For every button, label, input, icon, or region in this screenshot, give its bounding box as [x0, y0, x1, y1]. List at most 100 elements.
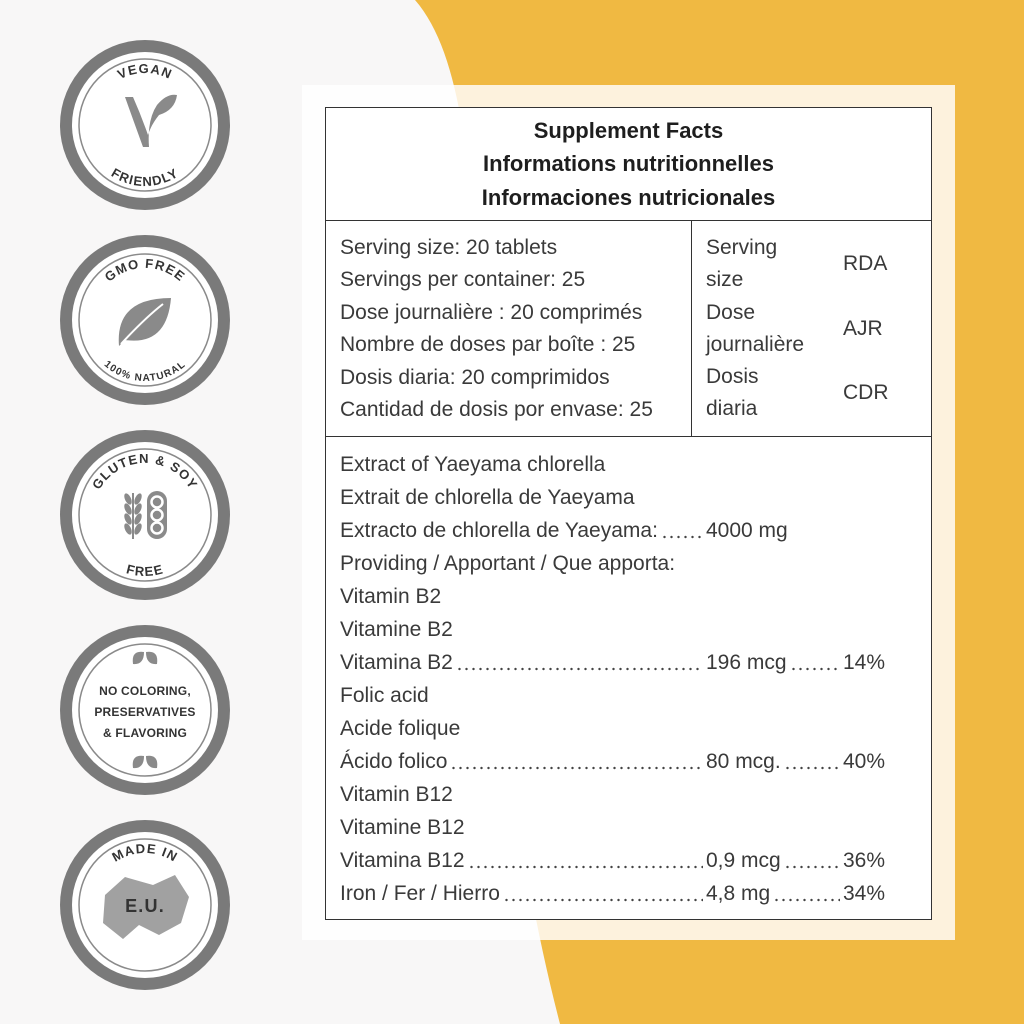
badge-top-text: VEGAN: [115, 61, 175, 82]
amount: 4,8 mg: [706, 882, 771, 905]
leader: [450, 745, 703, 778]
serving-line: Servings per container: 25: [340, 268, 586, 292]
amount: 0,9 mcg: [706, 849, 781, 872]
ingredient-label: Ácido folico: [340, 750, 448, 773]
ingredient-row: Providing / Apportant / Que apporta:: [340, 547, 885, 580]
badge: NO COLORING, PRESERVATIVES & FLAVORING: [60, 625, 230, 795]
label-part: Folic acid: [340, 679, 706, 712]
serving-line: Dose journalière : 20 comprimés: [340, 300, 643, 324]
badge-top-text: MADE IN: [109, 841, 179, 865]
ingredient-label: Extracto de chlorella de Yaeyama:: [340, 519, 658, 542]
divider: [326, 220, 931, 221]
label-part: Iron / Fer / Hierro: [340, 877, 706, 910]
badge-bottom-text: FREE: [125, 561, 164, 579]
column-label: Dosis diaria: [706, 365, 759, 421]
badge-inner-ring: [78, 643, 212, 777]
badge-inner-ring: [78, 448, 212, 582]
wheat-grain: [134, 493, 142, 505]
badge-inner-ring: [78, 253, 212, 387]
badge-line: & FLAVORING: [103, 726, 187, 740]
label-part: Vitamin B12: [340, 778, 706, 811]
small-leaf: [132, 755, 144, 769]
badge-bottom-text: FREE: [125, 561, 165, 579]
amount-part: 0,9 mcg 36%: [706, 844, 885, 877]
wheat-grain: [124, 513, 132, 525]
soy-bean: [150, 495, 164, 509]
ingredient-label: Vitamine B12: [340, 816, 465, 839]
serving-line: Cantidad de dosis por envase: 25: [340, 398, 653, 421]
vegan-icon: [125, 94, 177, 147]
leader: [660, 514, 703, 547]
label-part: Vitamina B12: [340, 844, 706, 877]
badge: MADE IN E.U.: [60, 820, 230, 990]
badge-top-text: MADE IN: [109, 841, 180, 865]
badge-center-text: E.U.: [125, 896, 165, 916]
amount-part: 80 mcg. 40%: [706, 745, 885, 778]
badge-inner-ring: [78, 58, 212, 192]
ingredient-row: Vitamina B2 196 mcg 14%: [340, 646, 885, 679]
serving-line: Dosis diaria: 20 comprimidos: [340, 365, 610, 389]
serving-line: Serving size: 20 tablets: [340, 236, 558, 259]
ingredient-row: Extrait de chlorella de Yaeyama: [340, 481, 885, 514]
label-part: Extract of Yaeyama chlorella: [340, 448, 706, 481]
ingredient-label: Vitamin B12: [340, 783, 453, 806]
serving-line: Nombre de doses par boîte : 25: [340, 333, 636, 357]
wheat-grain: [124, 523, 132, 535]
ingredient-row: Vitamina B12 0,9 mcg 36%: [340, 844, 885, 877]
amount-part: 196 mcg 14%: [706, 646, 885, 679]
ingredient-row: Vitamine B12: [340, 811, 885, 844]
soy-pod: [147, 491, 167, 539]
column-abbr: RDA: [843, 252, 888, 275]
eu-map: [103, 875, 189, 939]
ingredient-row: Vitamin B2: [340, 580, 885, 613]
label-part: Vitamine B2: [340, 613, 706, 646]
ingredient-label: Extrait de chlorella de Yaeyama: [340, 486, 635, 509]
badge-line: NO COLORING,: [99, 684, 191, 698]
wheat-grain: [124, 493, 132, 505]
ingredient-row: Vitamine B2: [340, 613, 885, 646]
leader: [783, 844, 840, 877]
daily-value: 14%: [842, 651, 885, 674]
column-abbr: AJR: [843, 316, 883, 340]
leader: [455, 646, 703, 679]
ingredient-label: Vitamina B2: [340, 651, 453, 674]
ingredient-label: Iron / Fer / Hierro: [340, 882, 500, 905]
badge-line: PRESERVATIVES: [94, 705, 195, 719]
label-part: Vitamina B2: [340, 646, 706, 679]
leaf-vein: [120, 303, 164, 345]
ingredient-row: Ácido folico 80 mcg. 40%: [340, 745, 885, 778]
soy-bean: [150, 521, 164, 535]
small-leaf: [146, 755, 158, 769]
ingredient-label: Vitamina B12: [340, 849, 465, 872]
column-label: Dose journalière: [706, 300, 805, 356]
ingredient-label: Providing / Apportant / Que apporta:: [340, 552, 676, 575]
small-leaf: [146, 651, 158, 665]
ingredient-label: Extract of Yaeyama chlorella: [340, 453, 606, 476]
ingredient-row: Extract of Yaeyama chlorella: [340, 448, 885, 481]
label-part: Vitamin B2: [340, 580, 706, 613]
amount: 80 mcg.: [706, 750, 781, 773]
leader: [789, 646, 840, 679]
ingredient-row: Acide folique: [340, 712, 885, 745]
amount-part: 4,8 mg 34%: [706, 877, 885, 910]
ingredient-label: Acide folique: [340, 717, 461, 740]
ingredient-row: Iron / Fer / Hierro 4,8 mg 34%: [340, 877, 885, 910]
wheat-grain: [124, 503, 132, 515]
label-part: Ácido folico: [340, 745, 706, 778]
ingredient-label: Vitamin B2: [340, 585, 442, 608]
amount-part: 4000 mg: [706, 514, 885, 547]
label-part: Extrait de chlorella de Yaeyama: [340, 481, 706, 514]
title: Supplement Facts: [533, 118, 724, 143]
ingredient-row: Folic acid: [340, 679, 885, 712]
badge-face: [72, 637, 218, 783]
label-part: Vitamine B12: [340, 811, 706, 844]
leader: [783, 745, 840, 778]
title: Informaciones nutricionales: [481, 185, 776, 210]
ingredient-label: Vitamine B2: [340, 618, 453, 641]
leader: [502, 877, 703, 910]
daily-value: 34%: [842, 882, 885, 905]
